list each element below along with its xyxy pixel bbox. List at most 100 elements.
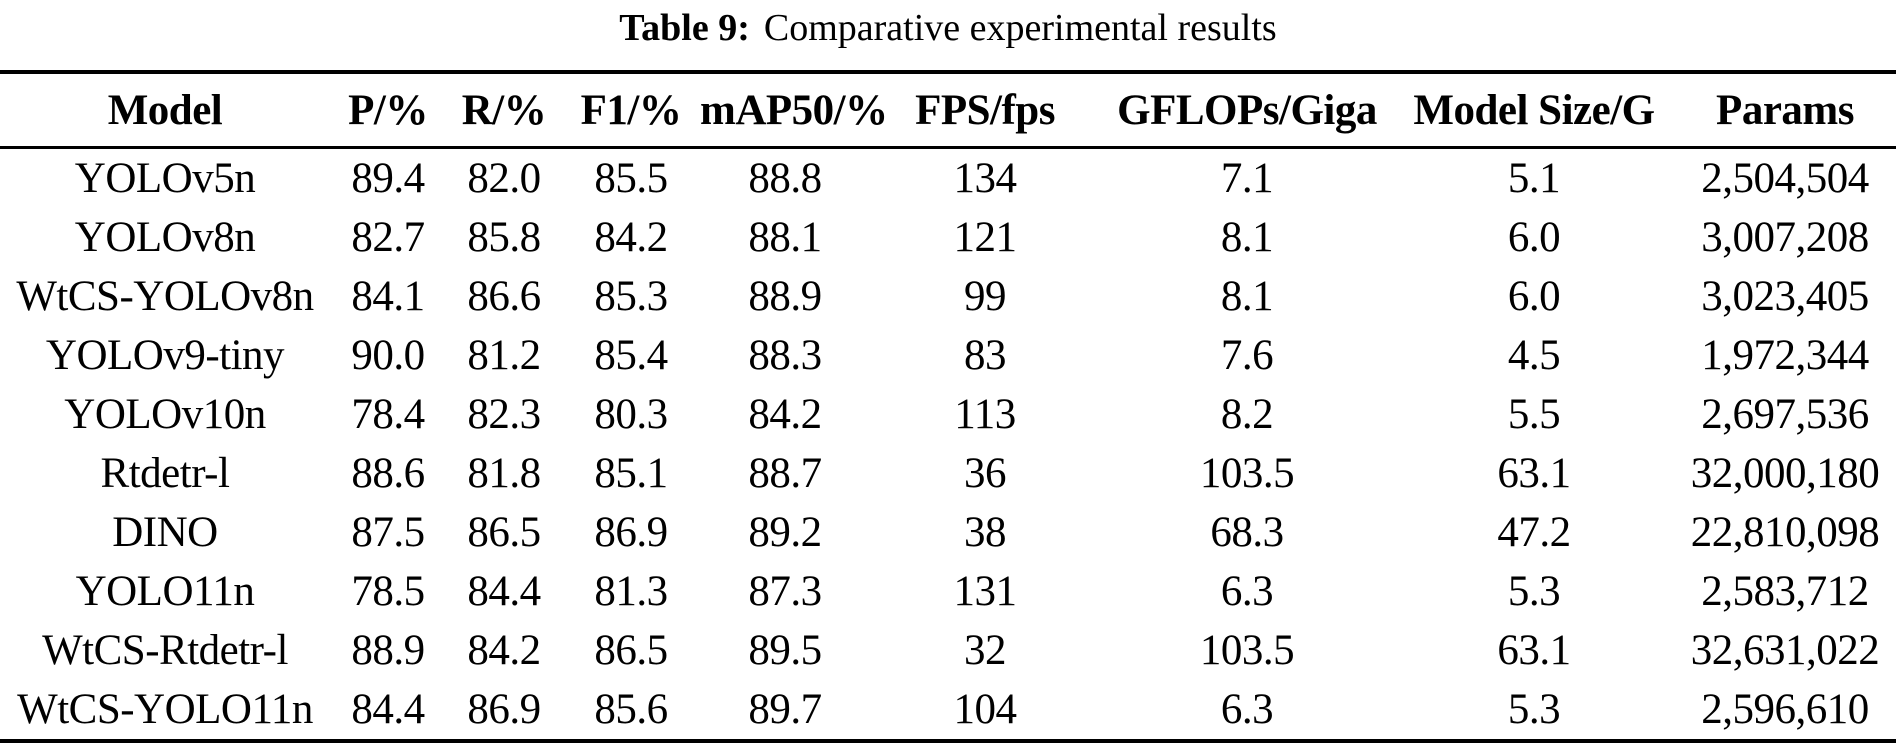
value-cell: 38: [964, 509, 1007, 556]
value-cell: 32,631,022: [1690, 627, 1880, 674]
value-cell: 5.5: [1507, 391, 1561, 438]
column-header: mAP50/%: [700, 72, 888, 149]
table-row: WtCS-YOLO11n 84.4 86.9 85.6 89.7 104 6.3 5.3 2,5…: [0, 680, 1896, 741]
column-header: F1/%: [562, 72, 700, 149]
value-cell: 78.4: [351, 391, 425, 438]
value-cell: 89.7: [748, 686, 822, 733]
value-cell: 68.3: [1210, 509, 1284, 556]
value-cell: 134: [953, 155, 1018, 202]
value-cell: 63.1: [1497, 450, 1571, 497]
value-cell: 121: [953, 214, 1018, 261]
value-cell: 36: [964, 450, 1007, 497]
value-cell: 80.3: [594, 391, 668, 438]
value-cell: 88.3: [748, 332, 822, 379]
value-cell: 103.5: [1199, 627, 1295, 674]
value-cell: 32,000,180: [1690, 450, 1880, 497]
table-row: WtCS-Rtdetr-l 88.9 84.2 86.5 89.5 32 103.5 63.1…: [0, 621, 1896, 680]
value-cell: 5.3: [1507, 686, 1561, 733]
value-cell: 2,583,712: [1701, 568, 1869, 615]
value-cell: 1,972,344: [1701, 332, 1869, 379]
table-caption-label: Table 9:: [619, 7, 750, 49]
table-row: Rtdetr-l 88.6 81.8 85.1 88.7 36 103.5 63.1 32,00…: [0, 444, 1896, 503]
value-cell: 32: [964, 627, 1007, 674]
value-cell: 84.2: [594, 214, 668, 261]
column-header: P/%: [330, 72, 446, 149]
value-cell: 2,504,504: [1701, 155, 1869, 202]
value-cell: 84.2: [467, 627, 541, 674]
table-caption: Table 9: Comparative experimental results: [0, 4, 1896, 52]
value-cell: 3,007,208: [1701, 214, 1869, 261]
model-name-cell: YOLOv9-tiny: [45, 332, 285, 379]
value-cell: 85.6: [594, 686, 668, 733]
value-cell: 2,596,610: [1701, 686, 1869, 733]
value-cell: 7.6: [1220, 332, 1274, 379]
model-name-cell: WtCS-YOLO11n: [17, 686, 313, 733]
value-cell: 7.1: [1220, 155, 1274, 202]
value-cell: 6.3: [1220, 568, 1274, 615]
value-cell: 83: [964, 332, 1007, 379]
value-cell: 89.2: [748, 509, 822, 556]
value-cell: 78.5: [351, 568, 425, 615]
column-header: Model Size/G: [1394, 72, 1674, 149]
value-cell: 82.3: [467, 391, 541, 438]
model-name-cell: YOLOv5n: [74, 155, 256, 202]
value-cell: 82.0: [467, 155, 541, 202]
value-cell: 103.5: [1199, 450, 1295, 497]
value-cell: 131: [953, 568, 1018, 615]
value-cell: 85.4: [594, 332, 668, 379]
value-cell: 86.9: [594, 509, 668, 556]
column-header: GFLOPs/Giga: [1100, 72, 1394, 149]
model-name-cell: YOLOv8n: [74, 214, 256, 261]
value-cell: 84.1: [351, 273, 425, 320]
column-header: Params: [1674, 72, 1896, 149]
value-cell: 89.5: [748, 627, 822, 674]
value-cell: 81.8: [467, 450, 541, 497]
table-row: WtCS-YOLOv8n 84.1 86.6 85.3 88.9 99 8.1 6.0 3,02…: [0, 267, 1896, 326]
value-cell: 84.2: [748, 391, 822, 438]
model-name-cell: DINO: [112, 509, 218, 556]
value-cell: 63.1: [1497, 627, 1571, 674]
value-cell: 5.3: [1507, 568, 1561, 615]
value-cell: 99: [964, 273, 1007, 320]
value-cell: 6.3: [1220, 686, 1274, 733]
model-name-cell: YOLO11n: [75, 568, 255, 615]
table-row: YOLOv9-tiny 90.0 81.2 85.4 88.3 83 7.6 4.5 1,972…: [0, 326, 1896, 385]
value-cell: 8.2: [1220, 391, 1274, 438]
column-header: Model: [0, 72, 330, 149]
model-name-cell: Rtdetr-l: [100, 450, 230, 497]
column-header: R/%: [446, 72, 562, 149]
column-header: FPS/fps: [870, 72, 1100, 149]
value-cell: 4.5: [1507, 332, 1561, 379]
table-row: YOLO11n 78.5 84.4 81.3 87.3 131 6.3 5.3 2,583,71…: [0, 562, 1896, 621]
value-cell: 8.1: [1220, 273, 1274, 320]
model-name-cell: WtCS-YOLOv8n: [16, 273, 314, 320]
value-cell: 87.3: [748, 568, 822, 615]
value-cell: 86.6: [467, 273, 541, 320]
value-cell: 5.1: [1507, 155, 1561, 202]
value-cell: 85.1: [594, 450, 668, 497]
value-cell: 84.4: [467, 568, 541, 615]
value-cell: 22,810,098: [1690, 509, 1880, 556]
value-cell: 86.5: [594, 627, 668, 674]
table-row: YOLOv10n 78.4 82.3 80.3 84.2 113 8.2 5.5 2,697,5…: [0, 385, 1896, 444]
value-cell: 85.8: [467, 214, 541, 261]
value-cell: 88.7: [748, 450, 822, 497]
value-cell: 84.4: [351, 686, 425, 733]
value-cell: 47.2: [1497, 509, 1571, 556]
value-cell: 88.9: [748, 273, 822, 320]
value-cell: 6.0: [1507, 214, 1561, 261]
header-row: Model P/% R/% F1/% mAP50/% FPS/fps GFLOPs/Giga…: [0, 72, 1896, 149]
value-cell: 2,697,536: [1701, 391, 1869, 438]
value-cell: 88.9: [351, 627, 425, 674]
value-cell: 6.0: [1507, 273, 1561, 320]
value-cell: 81.3: [594, 568, 668, 615]
value-cell: 85.5: [594, 155, 668, 202]
table-row: DINO 87.5 86.5 86.9 89.2 38 68.3 47.2 22,810,098: [0, 503, 1896, 562]
value-cell: 3,023,405: [1701, 273, 1869, 320]
model-name-cell: WtCS-Rtdetr-l: [42, 627, 288, 674]
value-cell: 104: [953, 686, 1018, 733]
value-cell: 81.2: [467, 332, 541, 379]
value-cell: 87.5: [351, 509, 425, 556]
results-table: Model P/% R/% F1/% mAP50/% FPS/fps GFLOPs/Giga…: [0, 70, 1896, 743]
